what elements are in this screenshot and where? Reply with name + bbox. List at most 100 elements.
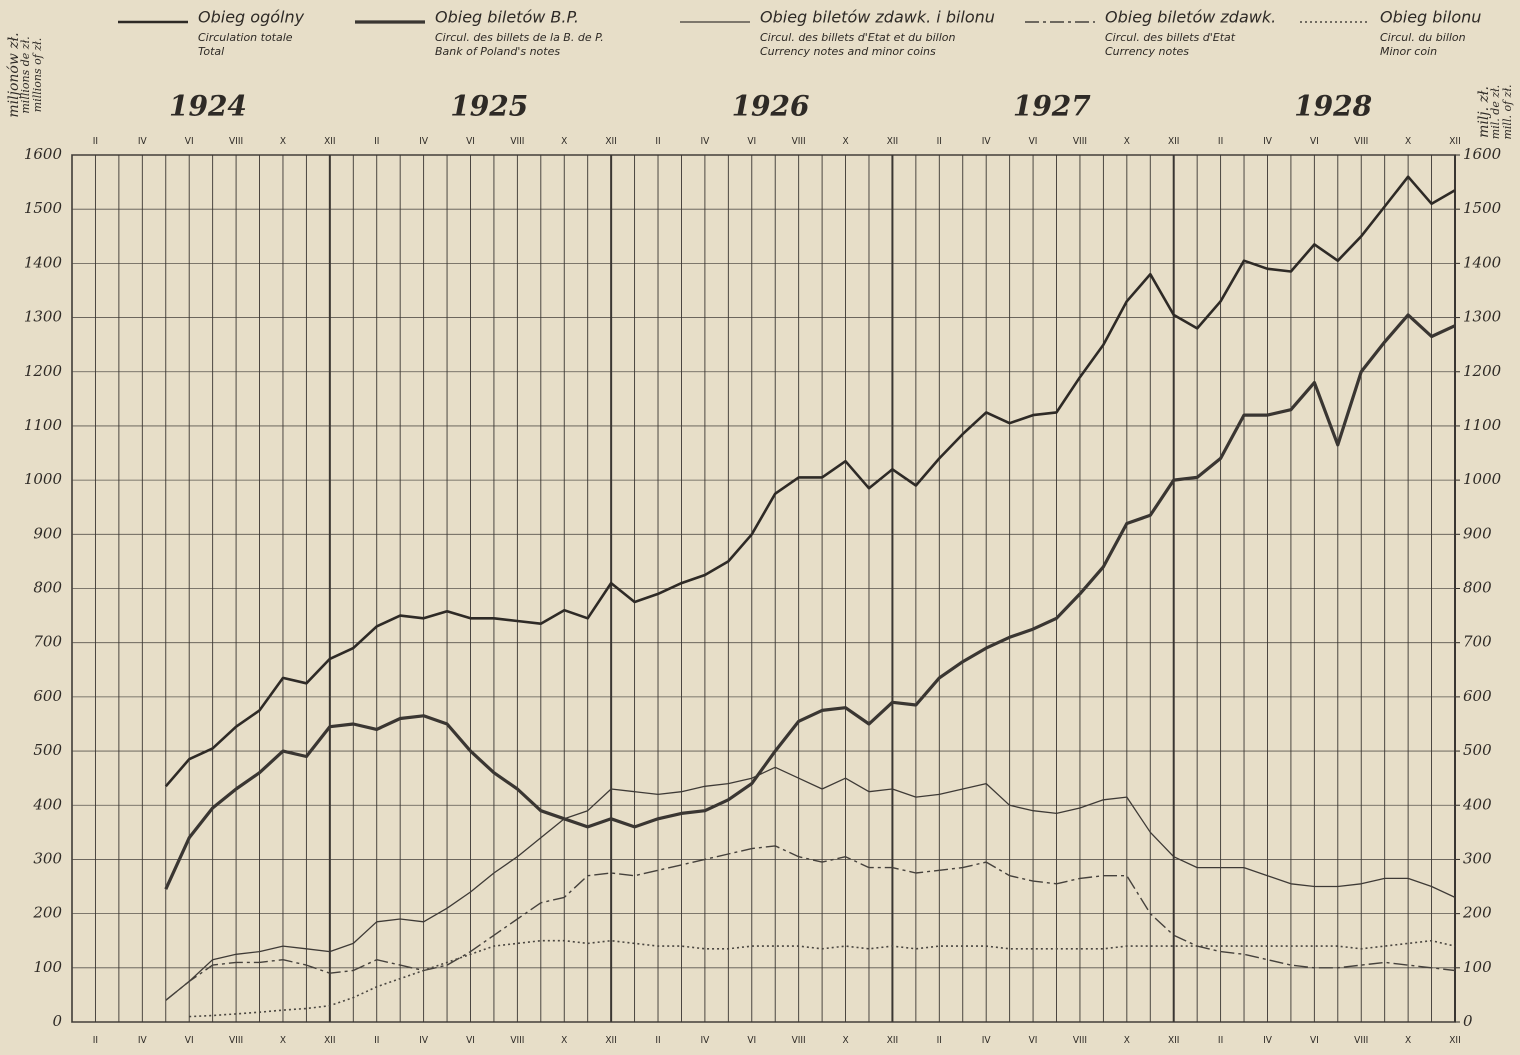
x-tick-label: II bbox=[374, 1035, 379, 1046]
x-tick-label-top: IV bbox=[700, 136, 710, 147]
x-tick-label: VI bbox=[1310, 1035, 1319, 1046]
x-tick-label-top: II bbox=[1218, 136, 1223, 147]
legend-sublabel: Minor coin bbox=[1380, 45, 1437, 58]
x-tick-label-top: VIII bbox=[792, 136, 806, 147]
x-tick-label: IV bbox=[700, 1035, 710, 1046]
x-tick-label: VIII bbox=[510, 1035, 524, 1046]
y-tick-label: 100 bbox=[33, 958, 62, 976]
y-tick-label: 0 bbox=[52, 1012, 62, 1030]
x-tick-label-top: XII bbox=[605, 136, 616, 147]
x-tick-label-top: X bbox=[1405, 136, 1411, 147]
y-tick-label: 1100 bbox=[24, 416, 63, 434]
y2-tick-label: 1600 bbox=[1463, 145, 1502, 163]
x-tick-label: II bbox=[1218, 1035, 1223, 1046]
x-tick-label-top: IV bbox=[982, 136, 992, 147]
legend-sublabel: Bank of Poland's notes bbox=[435, 45, 560, 58]
legend-sublabel: Circul. des billets d'Etat et du billon bbox=[760, 31, 955, 44]
y-tick-label: 1200 bbox=[24, 362, 63, 380]
y2-tick-label: 200 bbox=[1462, 904, 1492, 922]
y2-axis-label: milj. zł. bbox=[1476, 86, 1492, 138]
legend-label: Obieg biletów zdawk. i bilonu bbox=[760, 8, 995, 27]
x-tick-label: X bbox=[842, 1035, 848, 1046]
legend-entry: Obieg biletów zdawk. i bilonu Circul. des… bbox=[680, 8, 995, 58]
legend-sublabel: Total bbox=[198, 45, 224, 58]
x-tick-label-top: VI bbox=[1310, 136, 1319, 147]
y2-tick-label: 1000 bbox=[1463, 470, 1502, 488]
series-line bbox=[164, 175, 1456, 788]
y-tick-label: 1500 bbox=[24, 199, 63, 217]
legend-sublabel: Circulation totale bbox=[198, 31, 293, 44]
x-tick-label-top: XII bbox=[1168, 136, 1179, 147]
x-tick-label: X bbox=[1405, 1035, 1411, 1046]
year-label: 1928 bbox=[1294, 90, 1372, 123]
legend-label: Obieg biletów B.P. bbox=[435, 8, 579, 27]
x-tick-label: II bbox=[93, 1035, 98, 1046]
y2-tick-label: 1100 bbox=[1463, 416, 1502, 434]
series-line bbox=[164, 313, 1456, 890]
y2-tick-label: 1500 bbox=[1463, 199, 1502, 217]
y-tick-label: 600 bbox=[33, 687, 62, 705]
x-tick-label-top: IV bbox=[1263, 136, 1273, 147]
y-axis-label: millions of zł. bbox=[31, 38, 44, 112]
y-tick-label: 1000 bbox=[24, 470, 63, 488]
y-tick-label: 1600 bbox=[24, 145, 63, 163]
x-tick-label: VIII bbox=[1073, 1035, 1087, 1046]
legend-label: Obieg bilonu bbox=[1380, 8, 1481, 27]
x-tick-label: VIII bbox=[229, 1035, 243, 1046]
legend-label: Obieg ogólny bbox=[198, 8, 305, 27]
x-tick-label-top: II bbox=[374, 136, 379, 147]
legend-sublabel: Circul. des billets d'Etat bbox=[1105, 31, 1236, 44]
x-tick-label-top: X bbox=[561, 136, 567, 147]
y-tick-label: 700 bbox=[33, 633, 62, 651]
x-tick-label: X bbox=[280, 1035, 286, 1046]
y2-axis-label: mil. de zł. bbox=[1489, 85, 1502, 139]
legend-sublabel: Circul. des billets de la B. de P. bbox=[435, 31, 604, 44]
y2-tick-label: 500 bbox=[1463, 741, 1492, 759]
y-tick-label: 500 bbox=[33, 741, 62, 759]
y-tick-label: 1400 bbox=[24, 253, 63, 271]
x-tick-label-top: IV bbox=[138, 136, 148, 147]
x-tick-label-top: VI bbox=[747, 136, 756, 147]
x-tick-label: IV bbox=[419, 1035, 429, 1046]
x-tick-label: VI bbox=[1029, 1035, 1038, 1046]
x-tick-label: II bbox=[655, 1035, 660, 1046]
legend-sublabel: Circul. du billon bbox=[1380, 31, 1466, 44]
y2-tick-label: 800 bbox=[1463, 579, 1492, 597]
year-label: 1924 bbox=[169, 90, 247, 123]
x-tick-label: XII bbox=[1449, 1035, 1460, 1046]
x-tick-label-top: IV bbox=[419, 136, 429, 147]
y2-tick-label: 600 bbox=[1463, 687, 1492, 705]
x-tick-label-top: II bbox=[655, 136, 660, 147]
legend-entry: Obieg biletów B.P. Circul. des billets de… bbox=[355, 8, 604, 58]
y2-tick-label: 100 bbox=[1463, 958, 1492, 976]
y-tick-label: 300 bbox=[33, 849, 62, 867]
legend-sublabel: Currency notes and minor coins bbox=[760, 45, 936, 58]
x-tick-label: VIII bbox=[1354, 1035, 1368, 1046]
x-tick-label: XII bbox=[887, 1035, 898, 1046]
series-line bbox=[165, 845, 1456, 1001]
x-tick-label-top: XII bbox=[887, 136, 898, 147]
y-tick-label: 800 bbox=[33, 579, 62, 597]
x-tick-label-top: VI bbox=[466, 136, 475, 147]
y2-tick-label: 1300 bbox=[1463, 308, 1502, 326]
x-tick-label-top: VI bbox=[185, 136, 194, 147]
x-tick-label: X bbox=[1124, 1035, 1130, 1046]
y-tick-label: 200 bbox=[32, 904, 62, 922]
x-tick-label: VI bbox=[747, 1035, 756, 1046]
y2-tick-label: 300 bbox=[1463, 849, 1492, 867]
x-tick-label-top: VI bbox=[1029, 136, 1038, 147]
series-line bbox=[165, 766, 1456, 1001]
y2-tick-label: 900 bbox=[1463, 524, 1492, 542]
x-tick-label-top: VIII bbox=[229, 136, 243, 147]
x-tick-label: II bbox=[937, 1035, 942, 1046]
legend-sublabel: Currency notes bbox=[1105, 45, 1189, 58]
x-tick-label: XII bbox=[605, 1035, 616, 1046]
x-tick-label: VI bbox=[466, 1035, 475, 1046]
year-label: 1925 bbox=[450, 90, 528, 123]
y-axis-label: millions de zł. bbox=[19, 36, 32, 113]
y-tick-label: 900 bbox=[33, 524, 62, 542]
